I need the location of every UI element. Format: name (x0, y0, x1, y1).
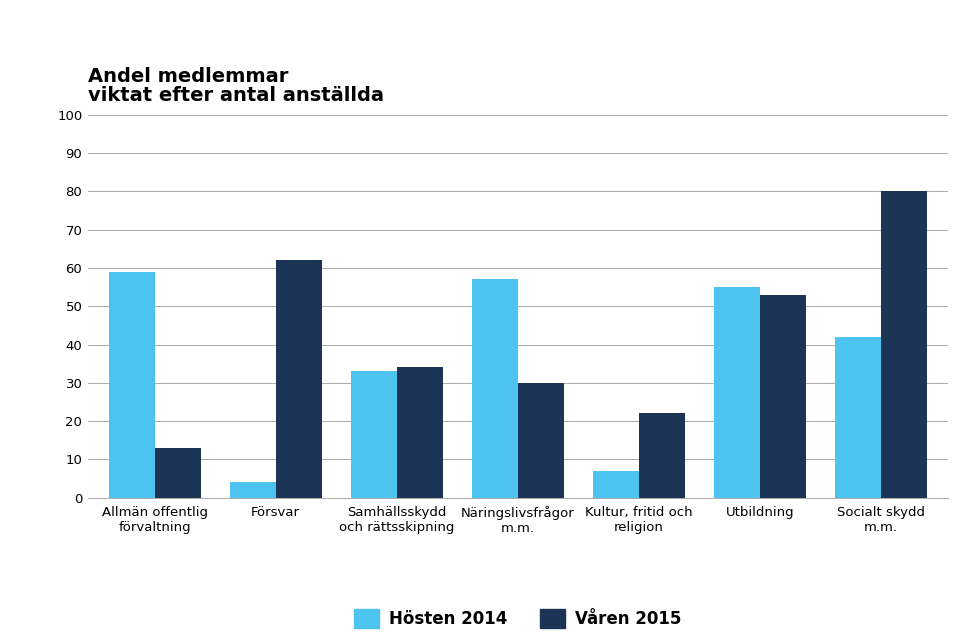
Bar (639, 413, 685, 498)
Text: Andel medlemmar: Andel medlemmar (88, 67, 288, 86)
Bar (518, 383, 564, 498)
Bar (714, 287, 760, 498)
Bar (472, 279, 518, 498)
Bar (593, 471, 639, 498)
Bar (154, 448, 200, 498)
Bar (397, 367, 443, 498)
Bar (760, 295, 806, 498)
Bar (108, 272, 154, 498)
Bar (230, 482, 276, 498)
Bar (276, 260, 321, 498)
Legend: Hösten 2014, Våren 2015: Hösten 2014, Våren 2015 (347, 602, 689, 635)
Bar (881, 191, 927, 498)
Bar (351, 371, 397, 498)
Bar (835, 337, 881, 498)
Text: viktat efter antal anställda: viktat efter antal anställda (88, 86, 384, 105)
